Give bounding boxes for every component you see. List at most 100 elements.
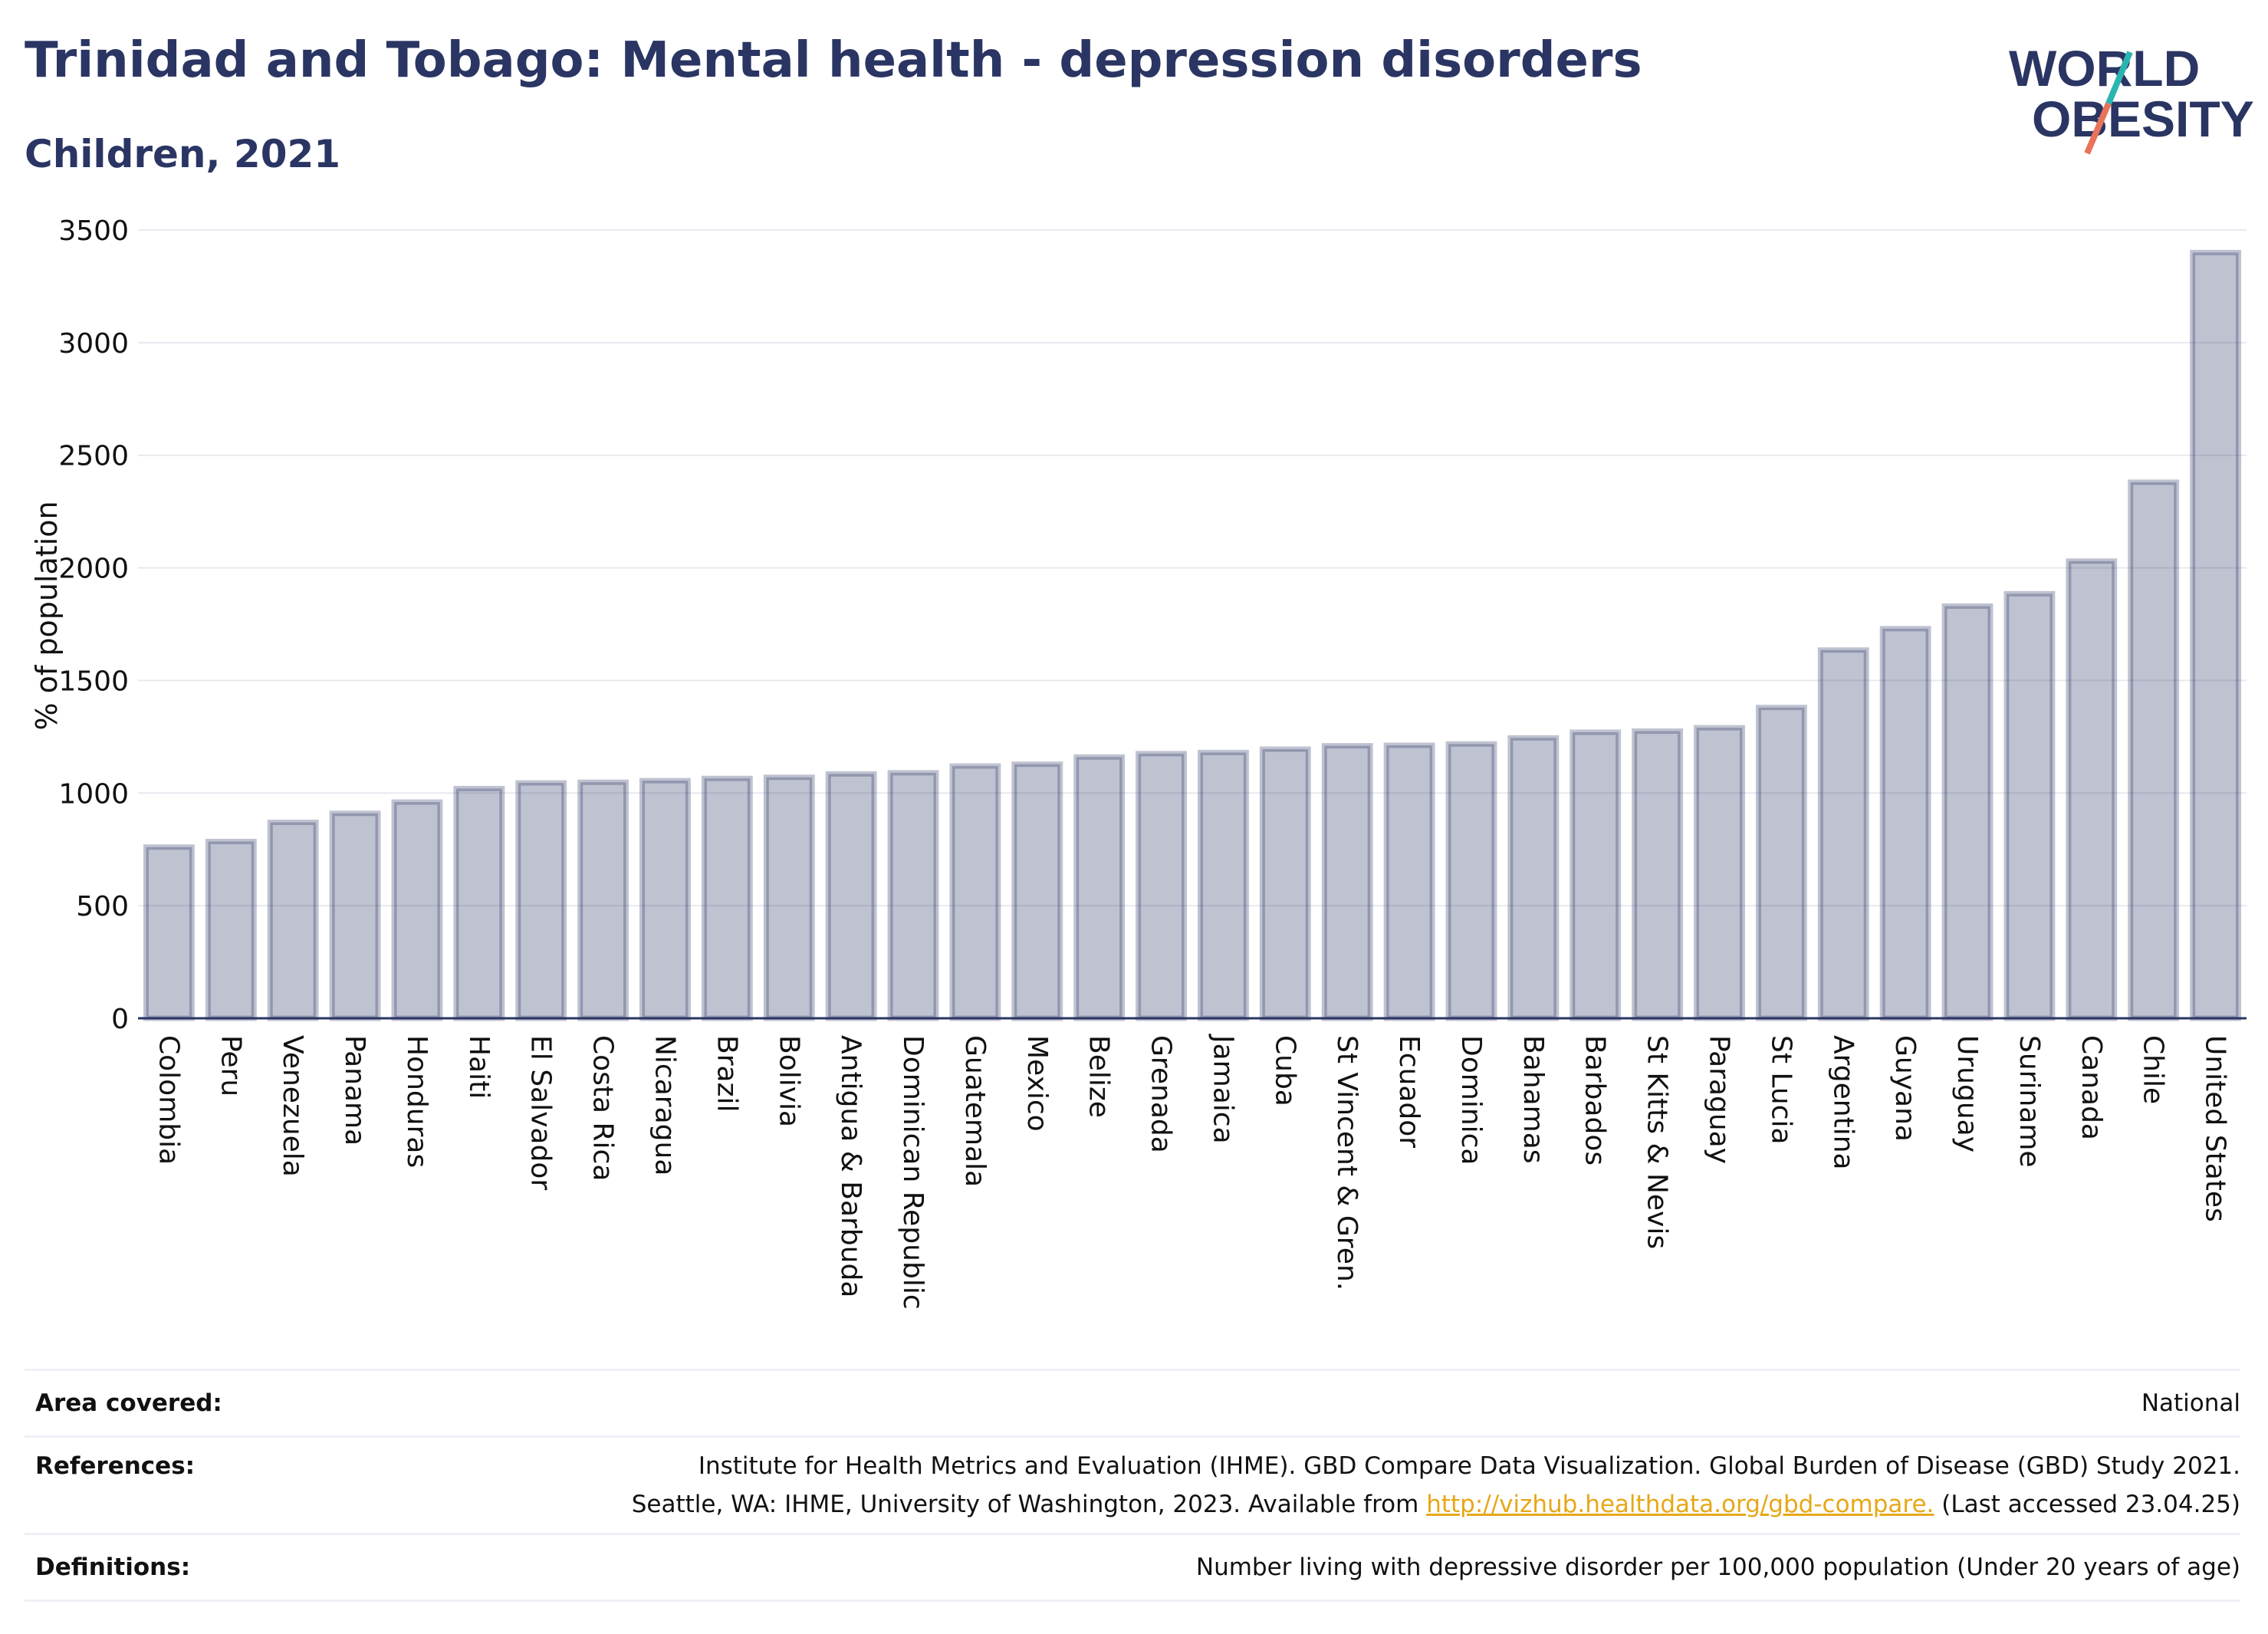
bar <box>515 780 567 1021</box>
y-tick-label: 0 <box>111 1004 129 1035</box>
page-subtitle: Children, 2021 <box>25 132 341 176</box>
y-tick-label: 1500 <box>58 666 129 697</box>
bar <box>1817 647 1869 1021</box>
bar <box>1755 705 1807 1021</box>
x-tick-label: Venezuela <box>277 1035 308 1177</box>
x-tick-label: Peru <box>215 1035 246 1096</box>
bar <box>1507 735 1560 1021</box>
x-tick-label: Panama <box>339 1035 370 1146</box>
x-tick-label: Dominica <box>1455 1035 1487 1165</box>
bar <box>1879 626 1931 1021</box>
references-line2-pre: Seattle, WA: IHME, University of Washing… <box>631 1491 1427 1518</box>
bar <box>1321 743 1373 1021</box>
y-tick-label: 1000 <box>58 778 129 810</box>
bar <box>1383 742 1435 1021</box>
bar <box>2128 479 2180 1021</box>
references-label: References: <box>35 1452 196 1480</box>
x-tick-label: El Salvador <box>525 1035 557 1190</box>
x-tick-label: Bolivia <box>773 1035 804 1127</box>
bar <box>1259 746 1311 1021</box>
bar <box>143 844 195 1021</box>
footer-table: Area covered: National References: Insti… <box>25 1369 2240 1602</box>
x-tick-label: Haiti <box>463 1035 495 1099</box>
bar <box>701 775 753 1021</box>
x-tick-label: Guatemala <box>959 1035 991 1187</box>
x-tick-label: Brazil <box>711 1035 742 1112</box>
bar <box>267 819 319 1021</box>
x-tick-label: Costa Rica <box>587 1035 619 1181</box>
bar <box>329 810 381 1021</box>
bar <box>1694 725 1745 1021</box>
y-axis-label: % of population <box>30 501 64 730</box>
definitions-label: Definitions: <box>35 1553 191 1581</box>
grid-layer <box>138 229 2247 1020</box>
references-value: Institute for Health Metrics and Evaluat… <box>632 1438 2240 1524</box>
bar <box>763 774 815 1021</box>
y-tick-labels: 0 500 1000 1500 2000 2500 3000 3500 <box>58 215 129 1035</box>
x-tick-label: St Lucia <box>1765 1035 1796 1145</box>
bar <box>1445 741 1497 1021</box>
y-tick-label: 2500 <box>58 441 129 472</box>
x-tick-label: Nicaragua <box>649 1035 681 1175</box>
x-tick-label: Canada <box>2076 1035 2107 1140</box>
bar <box>391 799 443 1021</box>
bar <box>1136 751 1187 1021</box>
bar <box>205 838 257 1021</box>
x-tick-label: Antigua & Barbuda <box>835 1035 866 1297</box>
definitions-value: Number living with depressive disorder p… <box>1195 1553 2240 1581</box>
x-tick-label: Bahamas <box>1517 1035 1549 1164</box>
x-tick-label: Cuba <box>1269 1035 1300 1106</box>
references-link[interactable]: http://vizhub.healthdata.org/gbd-compare… <box>1426 1491 1934 1518</box>
bar <box>1011 761 1063 1021</box>
x-tick-label: Chile <box>2138 1035 2169 1104</box>
x-tick-label: Suriname <box>2013 1035 2045 1168</box>
y-tick-label: 500 <box>76 891 129 922</box>
bar <box>2066 558 2118 1021</box>
x-tick-label: Ecuador <box>1393 1035 1425 1148</box>
footer-row-references: References: Institute for Health Metrics… <box>25 1435 2240 1533</box>
y-tick-label: 3000 <box>58 328 129 360</box>
references-line2: Seattle, WA: IHME, University of Washing… <box>632 1485 2240 1524</box>
y-tick-label: 3500 <box>58 215 129 247</box>
area-value: National <box>2141 1389 2240 1417</box>
x-tick-label: Grenada <box>1146 1035 1177 1153</box>
x-tick-label: Uruguay <box>1951 1035 1983 1152</box>
bar <box>2003 590 2056 1021</box>
bar-chart: 0 500 1000 1500 2000 2500 3000 3500 Colombia Per… <box>30 215 2247 1310</box>
references-line2-post: (Last accessed 23.04.25) <box>1934 1491 2240 1518</box>
x-tick-label: Mexico <box>1021 1035 1053 1132</box>
bar <box>825 771 877 1021</box>
page-title: Trinidad and Tobago: Mental health - dep… <box>25 32 1642 89</box>
bar <box>1632 728 1684 1021</box>
area-label: Area covered: <box>35 1389 222 1417</box>
footer-row-area: Area covered: National <box>25 1369 2240 1435</box>
bar <box>2190 249 2241 1021</box>
x-tick-label: Dominican Republic <box>897 1035 929 1310</box>
bar <box>577 779 629 1021</box>
bar <box>949 763 1001 1021</box>
bars <box>143 249 2241 1021</box>
x-tick-label: St Kitts & Nevis <box>1642 1035 1673 1249</box>
bar <box>1570 729 1622 1021</box>
bar <box>639 778 691 1021</box>
x-tick-label: Colombia <box>153 1035 184 1165</box>
x-tick-label: Barbados <box>1579 1035 1611 1165</box>
footer-row-definitions: Definitions: Number living with depressi… <box>25 1533 2240 1602</box>
logo-line2: OBESITY <box>2032 90 2254 147</box>
x-tick-label: Belize <box>1083 1035 1115 1118</box>
logo-coral-slash <box>2084 102 2112 155</box>
logo-line1: WORLD <box>2009 40 2200 97</box>
x-tick-label: Jamaica <box>1207 1034 1238 1144</box>
x-tick-label: Paraguay <box>1704 1035 1735 1164</box>
x-tick-label: Argentina <box>1827 1035 1859 1170</box>
x-tick-label: Honduras <box>401 1035 432 1168</box>
world-obesity-logo: WORLD OBESITY <box>2009 40 2254 155</box>
references-line1: Institute for Health Metrics and Evaluat… <box>698 1452 2240 1480</box>
bar <box>1073 754 1126 1021</box>
bar <box>453 785 505 1021</box>
bar <box>1198 749 1249 1021</box>
x-tick-label: Guyana <box>1889 1035 1921 1142</box>
bar <box>887 770 939 1021</box>
x-tick-labels: Colombia Peru Venezuela Panama Honduras Haiti… <box>153 1034 2230 1310</box>
x-tick-label: St Vincent & Gren. <box>1331 1035 1362 1290</box>
